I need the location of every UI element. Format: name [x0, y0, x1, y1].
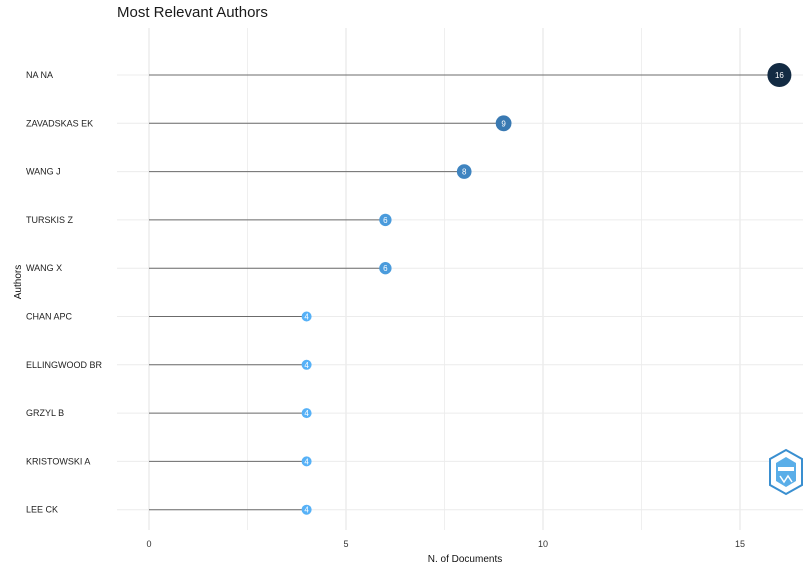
x-tick-label: 15 — [735, 539, 745, 549]
data-label: 16 — [775, 71, 784, 80]
data-label: 8 — [462, 168, 467, 177]
y-tick-label: GRZYL B — [26, 408, 64, 418]
stems — [149, 74, 780, 511]
y-tick-label: LEE CK — [26, 505, 58, 515]
data-point — [301, 408, 312, 419]
data-point — [495, 115, 512, 132]
data-point — [301, 504, 312, 515]
watermark-logo-icon — [769, 448, 803, 496]
data-point — [301, 359, 312, 370]
data-point — [301, 456, 312, 467]
y-tick-label: WANG J — [26, 167, 61, 177]
data-point — [456, 164, 472, 179]
data-label: 4 — [304, 313, 309, 322]
y-tick-label: WANG X — [26, 263, 62, 273]
points — [301, 63, 792, 515]
data-label: 9 — [501, 119, 506, 128]
data-label: 6 — [383, 216, 388, 225]
y-axis-title: Authors — [13, 265, 24, 299]
chart-title: Most Relevant Authors — [117, 4, 268, 21]
data-point — [379, 213, 392, 227]
data-label: 4 — [304, 506, 309, 515]
y-tick-label: ELLINGWOOD BR — [26, 360, 103, 370]
y-tick-label: NA NA — [26, 70, 53, 80]
grid — [117, 28, 803, 530]
data-point — [379, 262, 392, 275]
data-label: 4 — [304, 457, 309, 466]
data-label: 4 — [304, 361, 309, 370]
y-tick-label: KRISTOWSKI A — [26, 456, 90, 466]
data-point — [301, 311, 312, 322]
data-point — [767, 63, 792, 87]
y-tick-label: TURSKIS Z — [26, 215, 74, 225]
data-label: 6 — [383, 264, 388, 273]
y-tick-label: ZAVADSKAS EK — [26, 118, 93, 128]
x-tick-label: 0 — [146, 539, 151, 549]
data-label: 4 — [304, 409, 309, 418]
labels: 0 5 10 15 16 NA NA 9 ZAVADSKAS EK 8 WANG J 6 TURSKI… — [26, 70, 784, 549]
x-axis-title: N. of Documents — [428, 554, 502, 565]
x-tick-label: 5 — [343, 539, 348, 549]
y-tick-label: CHAN APC — [26, 312, 73, 322]
x-tick-label: 10 — [538, 539, 548, 549]
